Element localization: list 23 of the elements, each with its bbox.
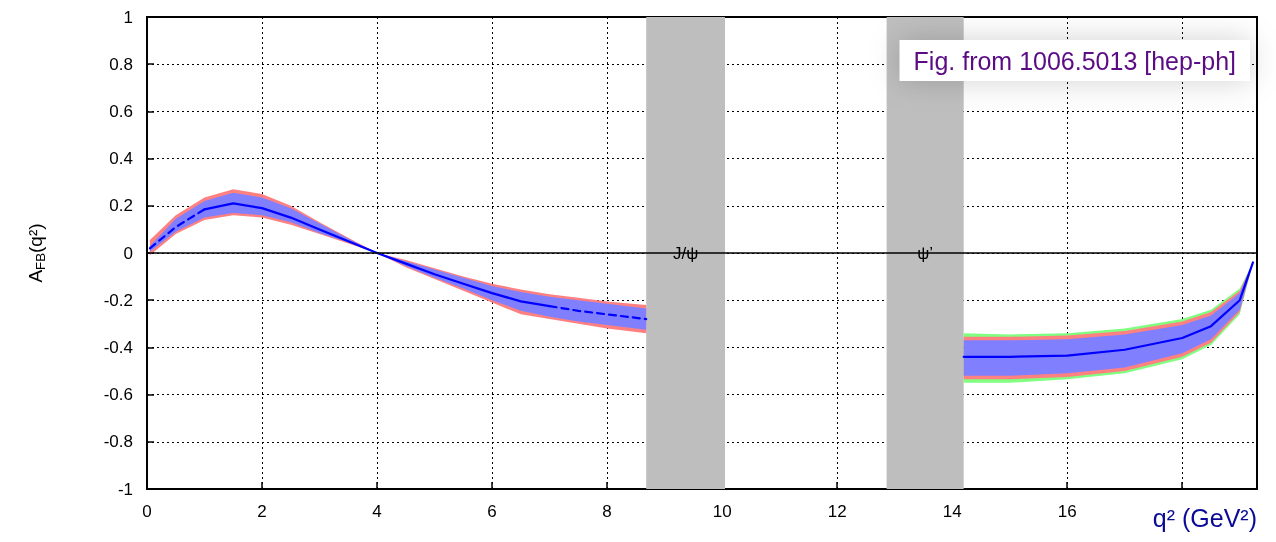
x-axis-title: q² (GeV²) [1152,503,1257,532]
y-tick-label: -0.4 [103,337,133,357]
x-tick-label: 16 [1057,502,1077,521]
x-tick-label: 10 [712,502,732,521]
y-tick-label: 0 [123,243,133,263]
y-tick-label: 0.8 [109,54,133,74]
x-tick-label: 4 [372,502,382,521]
y-tick-label: -1 [117,479,133,499]
y-tick-label: 0.2 [109,196,133,216]
x-tick-label: 8 [602,502,612,521]
y-tick-label: -0.6 [103,385,133,405]
y-tick-label: -0.2 [103,290,133,310]
x-tick-label: 0 [142,502,152,521]
y-tick-label: 0.6 [109,101,133,121]
x-tick-label: 6 [487,502,497,521]
x-tick-label: 2 [257,502,267,521]
y-tick-label: 1 [123,7,133,27]
x-tick-label: 12 [827,502,847,521]
annotation: Fig. from 1006.5013 [hep-ph] [913,46,1237,75]
y-axis-title: AFB(q²) [25,223,48,283]
x-tick-label: 14 [942,502,962,521]
y-tick-label: 0.4 [109,149,133,169]
y-tick-label: -0.8 [103,432,133,452]
